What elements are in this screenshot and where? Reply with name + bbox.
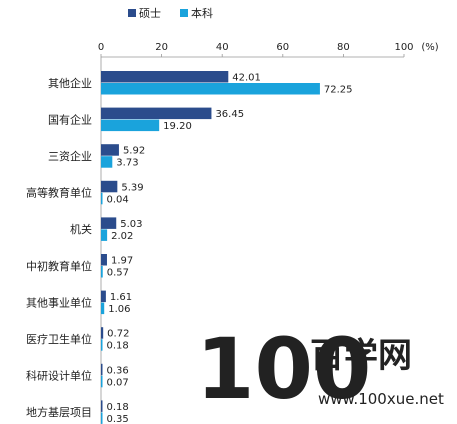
category-label: 国有企业 xyxy=(48,112,92,126)
bar-master xyxy=(101,363,103,376)
x-tick-label: 40 xyxy=(216,42,229,53)
bar-bachelor xyxy=(101,229,108,241)
data-label: 1.61 xyxy=(110,292,132,303)
x-tick-label: 0 xyxy=(98,42,104,53)
category-label: 机关 xyxy=(70,222,92,236)
bar-master xyxy=(101,327,104,339)
bar-master xyxy=(101,290,106,303)
unit-label: (%) xyxy=(421,42,438,53)
bar-bachelor xyxy=(101,302,105,315)
bar-master xyxy=(101,107,212,120)
bar-bachelor xyxy=(101,156,113,168)
bar-master xyxy=(101,217,117,229)
bar-bachelor xyxy=(101,412,103,424)
legend-label-0: 硕士 xyxy=(139,7,161,20)
bar-bachelor xyxy=(101,375,103,388)
x-tick-label: 20 xyxy=(155,42,168,53)
data-label: 5.03 xyxy=(120,219,142,230)
category-label: 高等教育单位 xyxy=(26,186,92,200)
bar-master xyxy=(101,144,119,156)
watermark-digits: 100 xyxy=(196,320,371,418)
category-label: 三资企业 xyxy=(48,149,92,163)
bar-master xyxy=(101,180,118,193)
category-label: 地方基层项目 xyxy=(26,405,92,419)
data-label: 2.02 xyxy=(111,231,133,242)
bar-master xyxy=(101,400,103,412)
bar-bachelor xyxy=(101,192,103,205)
data-label: 0.35 xyxy=(107,414,129,424)
data-label: 0.18 xyxy=(107,341,129,352)
watermark-url: www.100xue.net xyxy=(318,390,444,408)
data-label: 36.45 xyxy=(215,109,244,120)
x-tick-label: 80 xyxy=(337,42,350,53)
bar-bachelor xyxy=(101,119,160,132)
bar-master xyxy=(101,254,107,266)
data-label: 19.20 xyxy=(163,121,192,132)
legend-swatch-1 xyxy=(180,9,188,17)
data-label: 42.01 xyxy=(232,73,261,84)
bar-bachelor xyxy=(101,266,103,278)
data-label: 0.57 xyxy=(107,268,129,279)
data-label: 72.25 xyxy=(324,85,353,96)
data-label: 0.18 xyxy=(107,402,129,413)
x-tick-label: 60 xyxy=(276,42,289,53)
data-label: 0.04 xyxy=(107,194,129,205)
bar-master xyxy=(101,71,229,83)
category-label: 其他事业单位 xyxy=(26,295,92,309)
legend-label-1: 本科 xyxy=(191,6,213,20)
category-label: 其他企业 xyxy=(48,76,92,90)
x-tick-label: 100 xyxy=(394,42,413,53)
data-label: 1.06 xyxy=(108,304,130,315)
category-label: 医疗卫生单位 xyxy=(26,332,92,346)
legend: 硕士 本科 xyxy=(128,6,213,20)
plot-area: 其他企业 42.01 72.25 国有企业 36.45 19.20 三资企业 5.923.73… xyxy=(26,71,353,424)
data-label: 0.36 xyxy=(107,365,129,376)
data-label: 1.97 xyxy=(111,256,133,267)
watermark: 100 百学网 www.100xue.net xyxy=(196,320,444,418)
bar-bachelor xyxy=(101,83,320,95)
category-label: 科研设计单位 xyxy=(26,369,92,383)
data-label: 0.07 xyxy=(107,377,129,388)
data-label: 3.73 xyxy=(116,158,138,169)
legend-swatch-0 xyxy=(128,9,136,17)
category-label: 中初教育单位 xyxy=(26,259,92,273)
data-label: 0.72 xyxy=(107,329,129,340)
data-label: 5.92 xyxy=(123,146,145,157)
watermark-brand: 百学网 xyxy=(310,336,412,376)
data-label: 5.39 xyxy=(121,182,143,193)
bar-bachelor xyxy=(101,339,103,351)
